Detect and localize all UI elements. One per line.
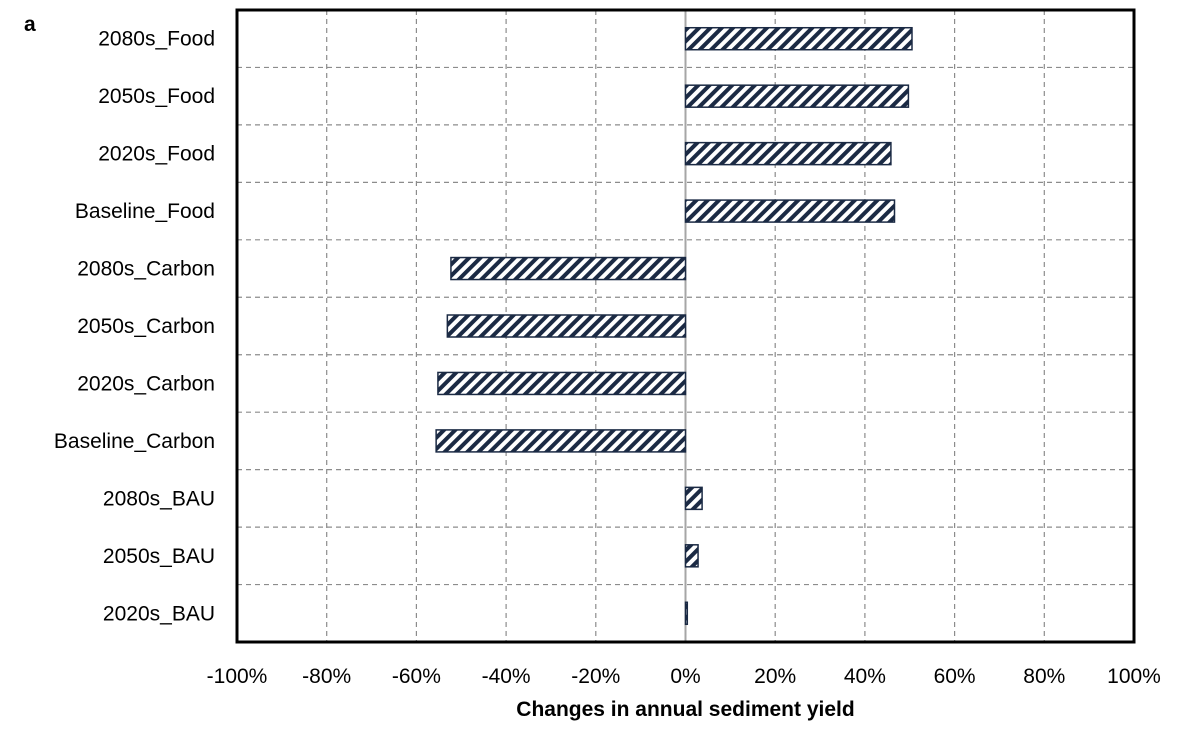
x-tick-label: -60% xyxy=(392,665,441,688)
x-tick-labels: -100% -80% -60% -40% -20% 0% 20% 40% 60% 80% 100% xyxy=(207,665,1161,688)
bar-2020s_Food xyxy=(684,141,892,166)
bar-2050s_Food xyxy=(684,84,910,108)
y-category-labels: 2080s_Food 2050s_Food 2020s_Food Baseline_F… xyxy=(54,28,215,626)
y-category-label: Baseline_Carbon xyxy=(54,430,215,453)
plot-frame xyxy=(235,8,1136,644)
bar-2080s_Carbon xyxy=(450,256,687,281)
bar-2020s_BAU xyxy=(684,601,689,626)
y-category-label: 2020s_Food xyxy=(98,143,215,166)
x-tick-label: 20% xyxy=(754,665,796,688)
y-category-label: 2080s_Food xyxy=(98,28,215,51)
x-tick-label: -40% xyxy=(482,665,531,688)
x-tick-label: 40% xyxy=(844,665,886,688)
x-tick-label: 60% xyxy=(934,665,976,688)
x-axis-title: Changes in annual sediment yield xyxy=(516,698,854,721)
bar-Baseline_Carbon xyxy=(435,429,687,453)
panel-label: a xyxy=(24,13,36,36)
bar-Baseline_Food xyxy=(684,199,896,223)
x-tick-label: -80% xyxy=(302,665,351,688)
y-category-label: 2080s_BAU xyxy=(103,487,215,510)
x-tick-label: 0% xyxy=(670,665,700,688)
x-tick-label: 80% xyxy=(1023,665,1065,688)
y-category-label: 2050s_Carbon xyxy=(77,315,215,338)
x-tick-label: -100% xyxy=(207,665,268,688)
bar-2050s_BAU xyxy=(684,544,699,568)
bars xyxy=(435,26,913,626)
bar-2080s_Food xyxy=(684,26,913,51)
bar-2080s_BAU xyxy=(684,486,703,511)
y-category-label: 2050s_BAU xyxy=(103,545,215,568)
x-tick-label: 100% xyxy=(1107,665,1161,688)
y-category-label: 2080s_Carbon xyxy=(77,258,215,281)
bar-2020s_Carbon xyxy=(437,371,687,396)
x-tick-label: -20% xyxy=(571,665,620,688)
y-category-label: 2050s_Food xyxy=(98,85,215,108)
y-category-label: 2020s_BAU xyxy=(103,602,215,625)
bar-2050s_Carbon xyxy=(446,314,687,338)
y-category-label: Baseline_Food xyxy=(75,200,215,223)
y-category-label: 2020s_Carbon xyxy=(77,372,215,395)
